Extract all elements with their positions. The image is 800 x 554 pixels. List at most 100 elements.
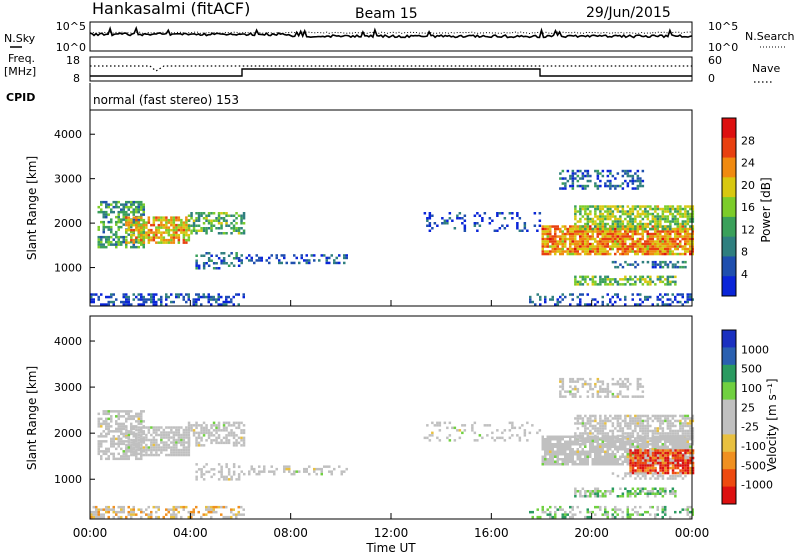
heatmap-cell xyxy=(691,443,694,446)
heatmap-cell xyxy=(232,436,236,440)
heatmap-cell xyxy=(629,424,632,428)
heatmap-cell xyxy=(621,247,624,251)
heatmap-cell xyxy=(691,429,695,433)
heatmap-cell xyxy=(596,458,599,461)
heatmap-cell xyxy=(654,417,657,420)
heatmap-cell xyxy=(599,419,602,423)
heatmap-cell xyxy=(185,293,188,296)
heatmap-cell xyxy=(581,438,584,441)
heatmap-cell xyxy=(167,231,171,234)
heatmap-cell xyxy=(591,275,595,279)
heatmap-cell xyxy=(554,230,557,233)
heatmap-cell xyxy=(664,449,667,452)
heatmap-cell xyxy=(641,260,645,264)
heatmap-cell xyxy=(105,225,108,229)
heatmap-cell xyxy=(601,419,605,423)
heatmap-cell xyxy=(225,441,228,445)
heatmap-cell xyxy=(671,280,675,284)
heatmap-cell xyxy=(606,235,609,238)
heatmap-cell xyxy=(586,432,590,435)
heatmap-cell xyxy=(671,487,675,490)
heatmap-cell xyxy=(671,469,675,472)
heatmap-cell xyxy=(679,414,682,418)
heatmap-cell xyxy=(664,461,667,465)
heatmap-cell xyxy=(92,293,95,296)
heatmap-cell xyxy=(544,230,547,233)
heatmap-cell xyxy=(549,510,552,514)
heatmap-cell xyxy=(137,448,141,452)
freq-label: Freq. xyxy=(8,52,35,65)
heatmap-cell xyxy=(250,465,253,468)
heatmap-cell xyxy=(586,490,590,493)
heatmap-cell xyxy=(676,247,679,251)
heatmap-cell xyxy=(661,515,664,519)
heatmap-cell xyxy=(616,184,620,188)
heatmap-cell xyxy=(107,505,110,509)
heatmap-cell xyxy=(599,443,602,446)
heatmap-cell xyxy=(217,421,221,425)
heatmap-cell xyxy=(127,455,130,458)
heatmap-cell xyxy=(661,469,665,472)
heatmap-cell xyxy=(624,169,627,173)
heatmap-cell xyxy=(631,298,634,301)
heatmap-cell xyxy=(142,450,145,453)
heatmap-cell xyxy=(448,217,452,220)
heatmap-cell xyxy=(235,434,238,437)
heatmap-cell xyxy=(629,451,632,455)
heatmap-cell xyxy=(669,222,672,226)
heatmap-cell xyxy=(624,448,627,451)
heatmap-cell xyxy=(609,237,612,241)
heatmap-cell xyxy=(684,215,687,218)
heatmap-cell xyxy=(518,426,522,430)
heatmap-cell xyxy=(589,385,592,388)
heatmap-cell xyxy=(564,460,567,463)
heatmap-cell xyxy=(599,508,602,511)
heatmap-cell xyxy=(644,445,647,448)
heatmap-cell xyxy=(631,461,635,465)
heatmap-cell xyxy=(594,252,597,256)
heatmap-cell xyxy=(674,456,677,460)
heatmap-cell xyxy=(242,439,246,442)
heatmap-cell xyxy=(659,217,662,221)
heatmap-cell xyxy=(145,231,148,234)
heatmap-cell xyxy=(596,172,600,175)
heatmap-cell xyxy=(120,208,123,211)
heatmap-cell xyxy=(564,184,567,188)
heatmap-cell xyxy=(569,510,572,514)
heatmap-cell xyxy=(624,250,627,253)
heatmap-cell xyxy=(589,432,592,435)
heatmap-cell xyxy=(674,463,677,466)
heatmap-cell xyxy=(636,395,640,398)
heatmap-cell xyxy=(190,510,193,514)
heatmap-cell xyxy=(172,228,176,232)
heatmap-cell xyxy=(636,179,640,183)
heatmap-cell xyxy=(614,242,617,246)
heatmap-cell xyxy=(215,227,218,230)
heatmap-cell xyxy=(611,303,614,306)
heatmap-cell xyxy=(232,463,236,466)
heatmap-cell xyxy=(496,429,499,432)
heatmap-cell xyxy=(541,445,544,448)
heatmap-cell xyxy=(681,443,684,446)
heatmap-cell xyxy=(666,275,670,279)
heatmap-cell xyxy=(661,490,665,493)
heatmap-cell xyxy=(541,225,544,228)
heatmap-cell xyxy=(564,240,567,243)
heatmap-cell xyxy=(165,436,168,439)
heatmap-cell xyxy=(591,419,595,423)
heatmap-cell xyxy=(596,435,599,438)
heatmap-cell xyxy=(674,207,677,211)
heatmap-cell xyxy=(107,508,110,511)
heatmap-cell xyxy=(210,439,213,442)
heatmap-cell xyxy=(591,460,594,463)
heatmap-cell xyxy=(222,441,226,445)
heatmap-cell xyxy=(639,461,642,465)
heatmap-cell xyxy=(200,227,203,230)
heatmap-cell xyxy=(100,243,103,246)
heatmap-cell xyxy=(589,435,592,438)
heatmap-cell xyxy=(636,169,640,173)
heatmap-cell xyxy=(100,445,103,448)
heatmap-cell xyxy=(589,210,592,213)
heatmap-cell xyxy=(222,421,226,425)
heatmap-cell xyxy=(150,223,153,227)
